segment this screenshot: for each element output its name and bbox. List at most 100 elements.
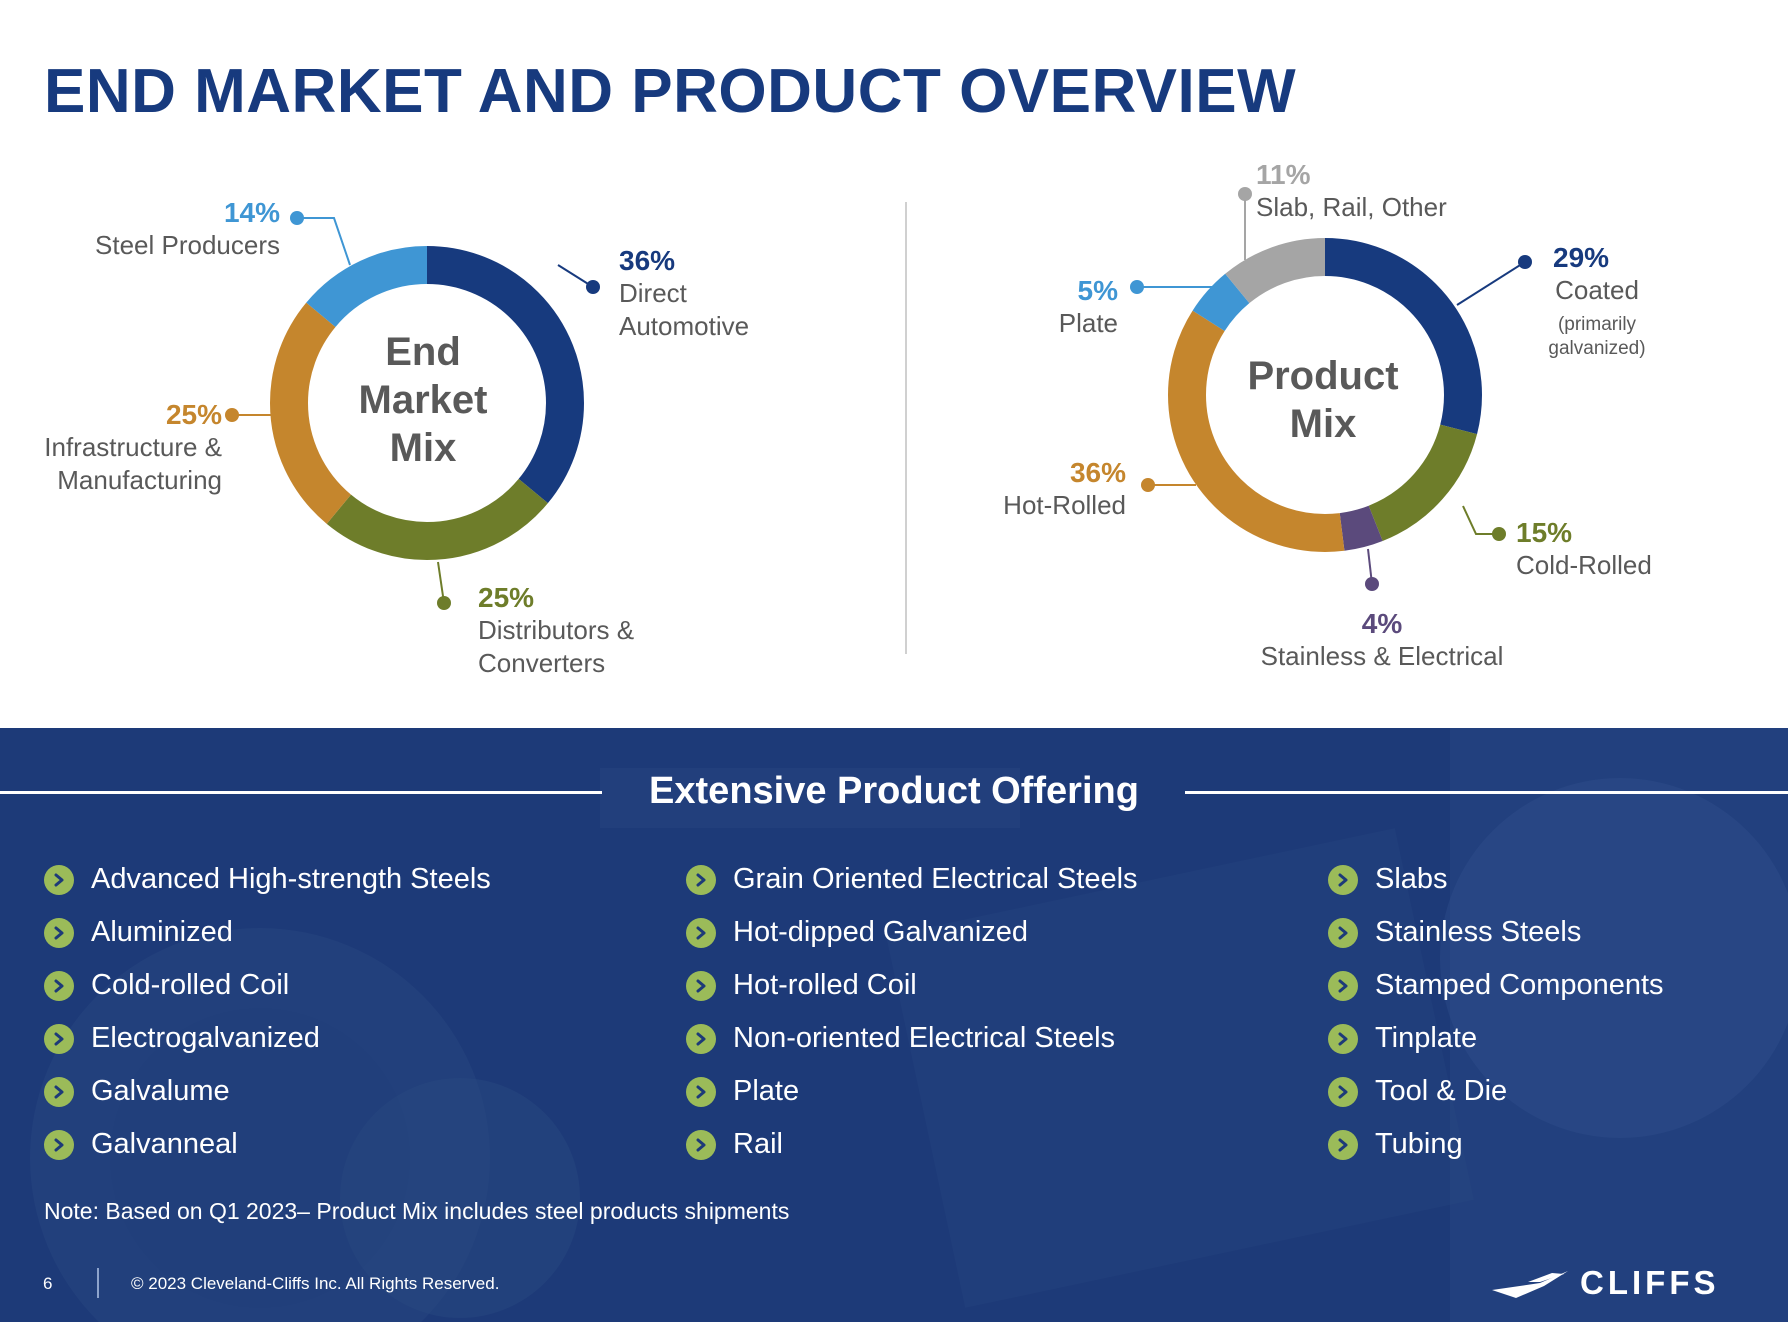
- chevron-right-icon: [44, 917, 74, 948]
- slice-text: Distributors &: [478, 615, 635, 645]
- product-mix-center-label: Product Mix: [1223, 352, 1423, 448]
- product-item: Aluminized: [44, 906, 491, 959]
- center-line: Mix: [1289, 402, 1357, 446]
- leader-dot: [290, 211, 304, 225]
- page-number: 6: [43, 1274, 53, 1293]
- product-mix-donut: [1168, 238, 1482, 552]
- chevron-right-icon: [686, 970, 716, 1001]
- chart-divider: [905, 202, 907, 654]
- product-item-label: Slabs: [1375, 863, 1448, 895]
- slice-text: Stainless & Electrical: [1260, 641, 1504, 671]
- slice-pct: 15%: [1516, 517, 1573, 548]
- chevron-right-icon: [1328, 970, 1358, 1001]
- footnote: Note: Based on Q1 2023– Product Mix incl…: [44, 1198, 790, 1224]
- product-item: Plate: [686, 1065, 1138, 1118]
- product-item-label: Tool & Die: [1375, 1075, 1508, 1107]
- center-line: Market: [358, 378, 488, 422]
- product-item-label: Advanced High-strength Steels: [91, 863, 491, 895]
- center-line: End: [385, 330, 461, 374]
- slice-label-coated: 29% Coated (primarily galvanized): [1540, 241, 1654, 361]
- chevron-right-icon: [686, 864, 716, 895]
- product-item: Galvanneal: [44, 1118, 491, 1171]
- product-item: Hot-rolled Coil: [686, 959, 1138, 1012]
- product-item: Rail: [686, 1118, 1138, 1171]
- leader-line: [297, 217, 351, 266]
- product-item: Galvalume: [44, 1065, 491, 1118]
- slice-text: Automotive: [619, 311, 750, 341]
- chevron-right-icon: [686, 1023, 716, 1054]
- offering-column-2: Grain Oriented Electrical Steels Hot-dipp…: [686, 853, 1138, 1171]
- product-item-label: Cold-rolled Coil: [91, 969, 290, 1001]
- chevron-right-icon: [1328, 864, 1358, 895]
- slice-text: Cold-Rolled: [1516, 550, 1652, 580]
- chevron-right-icon: [44, 1076, 74, 1107]
- chevron-right-icon: [44, 970, 74, 1001]
- leader-dot: [1518, 255, 1532, 269]
- slice-label-stainless: 4% Stainless & Electrical: [1232, 607, 1532, 673]
- product-item-label: Tubing: [1375, 1128, 1463, 1160]
- donut-slice: [270, 246, 584, 560]
- offering-title: Extensive Product Offering: [649, 770, 1139, 812]
- product-item-label: Electrogalvanized: [91, 1022, 320, 1054]
- logo-mark-icon: [1492, 1271, 1568, 1298]
- chevron-right-icon: [1328, 917, 1358, 948]
- leader-dot: [1365, 577, 1379, 591]
- slice-text: Direct: [619, 278, 687, 308]
- slice-pct: 5%: [1077, 275, 1118, 306]
- slice-pct: 36%: [1069, 457, 1126, 488]
- offering-column-1: Advanced High-strength Steels Aluminized C…: [44, 853, 491, 1171]
- slice-pct: 25%: [165, 399, 222, 430]
- product-item: Tinplate: [1328, 1012, 1664, 1065]
- slice-sublabel: (primarily: [1557, 314, 1637, 335]
- slice-label-distributors: 25% Distributors & Converters: [478, 581, 634, 680]
- product-item-label: Galvanneal: [91, 1128, 238, 1160]
- chevron-right-icon: [44, 1129, 74, 1160]
- product-item: Grain Oriented Electrical Steels: [686, 853, 1138, 906]
- background-texture: [30, 728, 1788, 1322]
- product-item: Stamped Components: [1328, 959, 1664, 1012]
- product-offering-section: Extensive Product Offering Advanced High…: [0, 728, 1788, 1322]
- title-rule-left: [0, 791, 602, 794]
- product-item-label: Aluminized: [91, 916, 233, 948]
- slice-text: Coated: [1555, 275, 1639, 305]
- product-item: Non-oriented Electrical Steels: [686, 1012, 1138, 1065]
- product-item: Electrogalvanized: [44, 1012, 491, 1065]
- copyright: © 2023 Cleveland-Cliffs Inc. All Rights …: [131, 1274, 500, 1293]
- charts-canvas: [225, 187, 1532, 610]
- product-item-label: Rail: [733, 1128, 783, 1160]
- slice-label-plate: 5% Plate: [1040, 274, 1118, 340]
- slice-label-steel-producers: 14% Steel Producers: [60, 196, 280, 262]
- slice-pct: 11%: [1256, 159, 1311, 190]
- product-item: Slabs: [1328, 853, 1664, 906]
- offering-column-3: Slabs Stainless Steels Stamped Components T…: [1328, 853, 1664, 1171]
- chevron-right-icon: [1328, 1076, 1358, 1107]
- product-item: Advanced High-strength Steels: [44, 853, 491, 906]
- leader-line: [1462, 505, 1499, 535]
- product-item-label: Hot-dipped Galvanized: [733, 916, 1029, 948]
- leader-dot: [1492, 527, 1506, 541]
- chevron-right-icon: [686, 917, 716, 948]
- leader-dot: [1238, 187, 1252, 201]
- product-item: Cold-rolled Coil: [44, 959, 491, 1012]
- leader-lines: [225, 187, 1532, 610]
- product-item-label: Stainless Steels: [1375, 916, 1582, 948]
- slice-pct: 14%: [223, 197, 280, 228]
- slice-label-cold-rolled: 15% Cold-Rolled: [1516, 516, 1652, 582]
- chevron-right-icon: [686, 1129, 716, 1160]
- product-item-label: Plate: [733, 1075, 800, 1107]
- product-item-label: Grain Oriented Electrical Steels: [733, 863, 1138, 895]
- page-title: END MARKET AND PRODUCT OVERVIEW: [44, 57, 1297, 126]
- donut-slice: [1168, 238, 1482, 552]
- footer-divider: [97, 1268, 99, 1298]
- slice-pct: 4%: [1361, 608, 1403, 639]
- chevron-right-icon: [1328, 1129, 1358, 1160]
- product-item-label: Hot-rolled Coil: [733, 969, 917, 1001]
- slice-sublabel: galvanized): [1548, 338, 1646, 359]
- slice-label-hot-rolled: 36% Hot-Rolled: [980, 456, 1126, 522]
- leader-dot: [437, 596, 451, 610]
- chevron-right-icon: [44, 1023, 74, 1054]
- product-item: Hot-dipped Galvanized: [686, 906, 1138, 959]
- slice-label-direct-automotive: 36% Direct Automotive: [619, 244, 749, 343]
- slice-pct: 36%: [619, 245, 676, 276]
- center-line: Mix: [389, 426, 457, 470]
